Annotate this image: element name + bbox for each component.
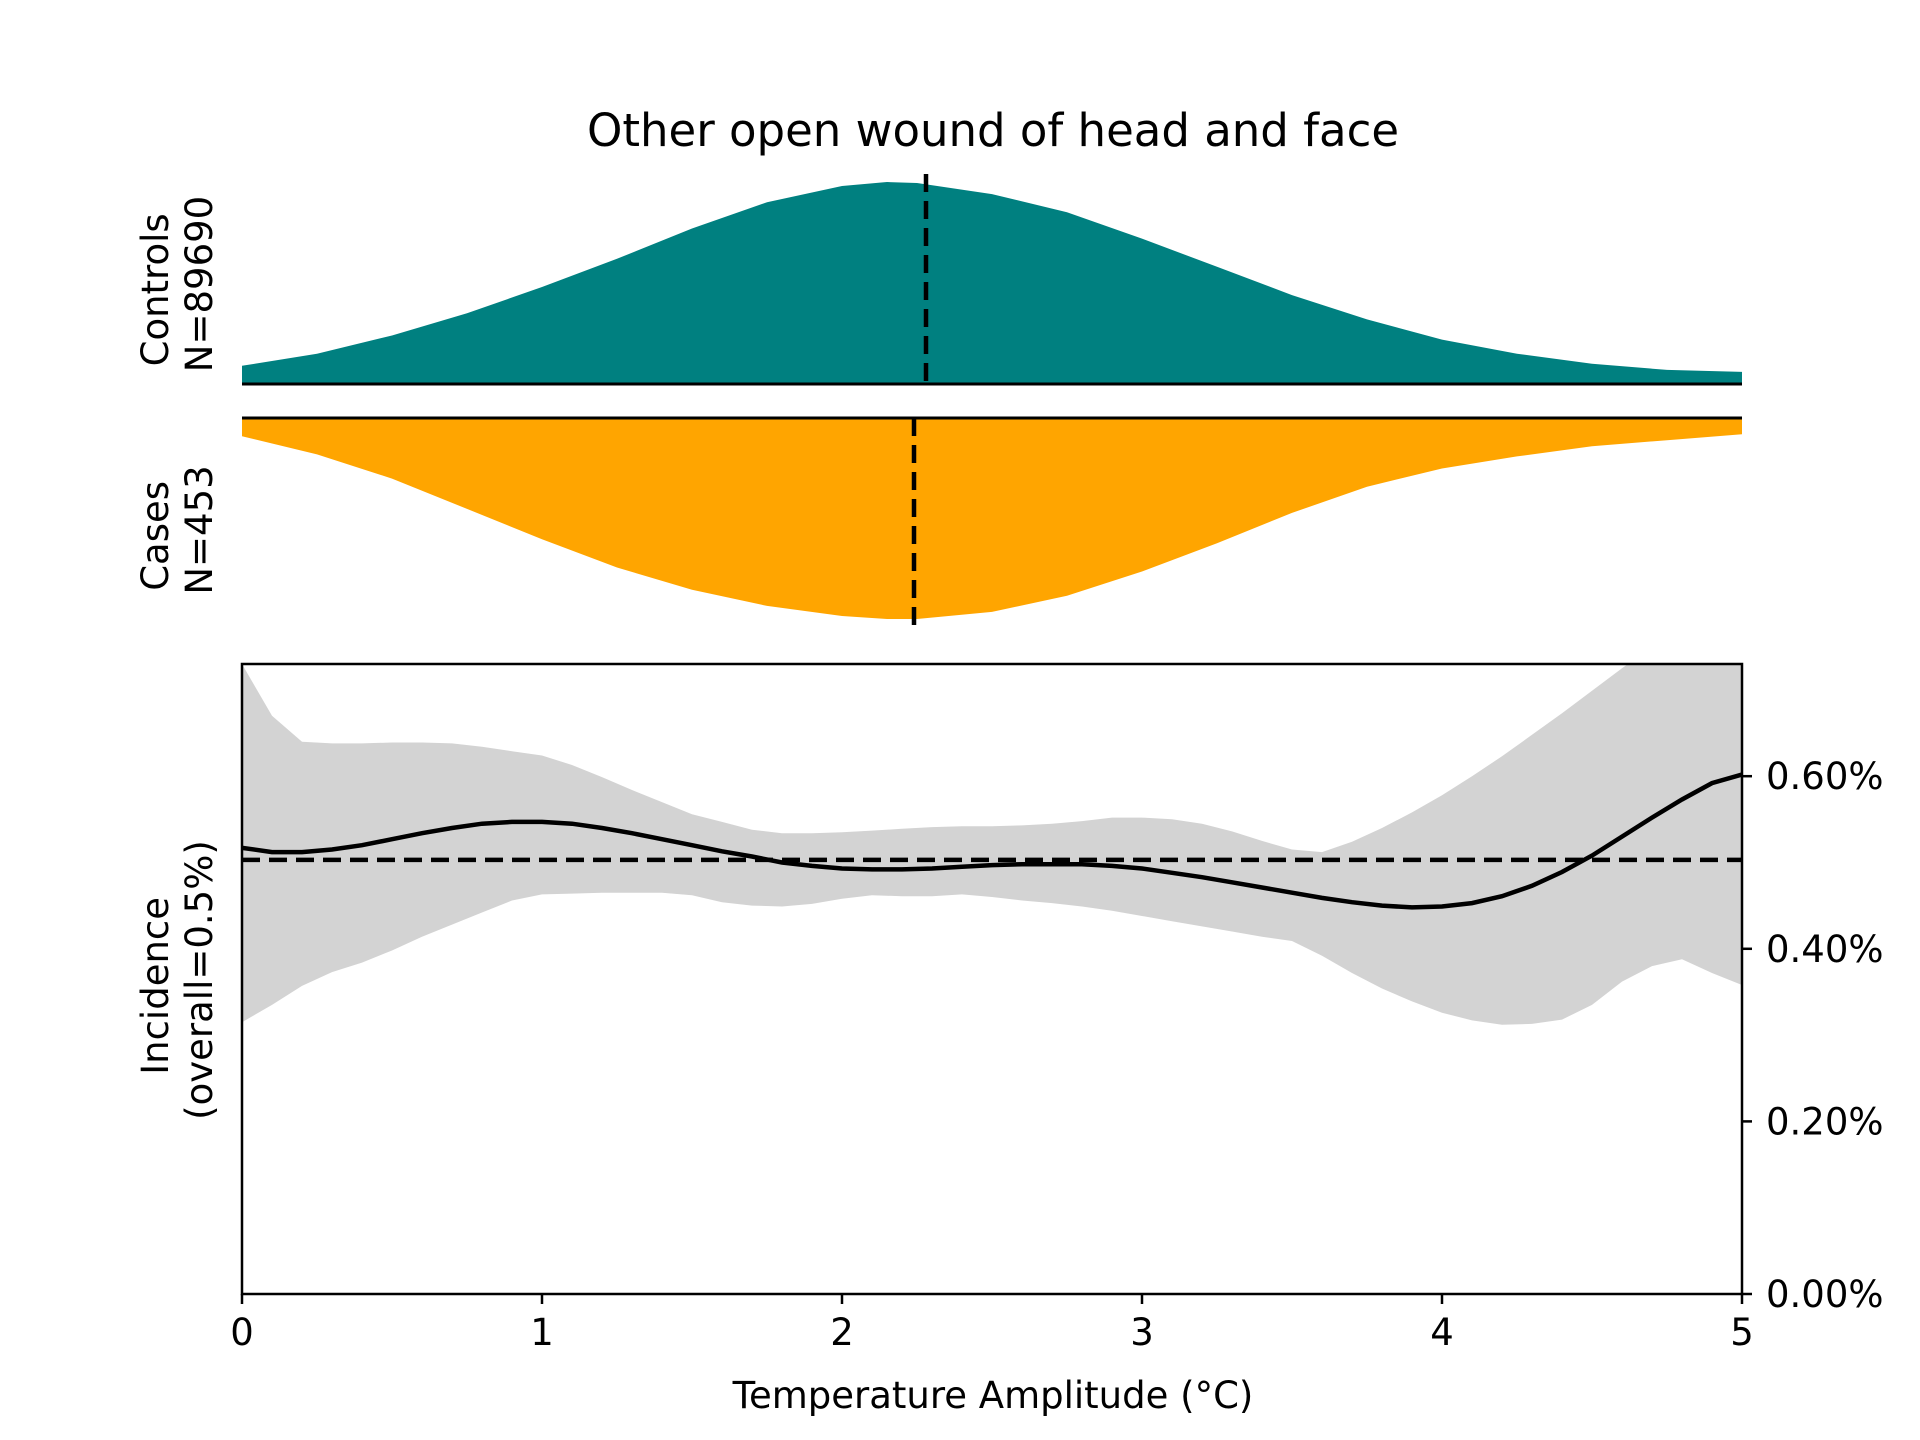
incidence-confidence-band <box>242 664 1742 1025</box>
x-tick-label: 4 <box>1430 1311 1454 1354</box>
cases-label: Cases N=453 <box>134 465 221 594</box>
y-tick-label: 0.00% <box>1766 1273 1884 1316</box>
y-axis-ticks: 0.00% 0.20% 0.40% 0.60% <box>1742 755 1884 1316</box>
controls-density-area <box>242 182 1742 384</box>
x-tick-label: 0 <box>230 1311 254 1354</box>
controls-label-line2: N=89690 <box>178 196 221 372</box>
cases-label-line1: Cases <box>134 481 177 591</box>
x-axis-ticks: 0 1 2 3 4 5 <box>230 1294 1754 1354</box>
y-tick-label: 0.60% <box>1766 755 1884 798</box>
incidence-panel: 0 1 2 3 4 5 0.00% 0.20% 0.40% 0.60% Incidence (o… <box>134 662 1884 1417</box>
incidence-line <box>242 772 1742 910</box>
incidence-ylabel-line2: (overall=0.5%) <box>178 840 221 1120</box>
incidence-ylabel: Incidence (overall=0.5%) <box>134 840 221 1120</box>
incidence-axes-frame <box>240 662 1744 1296</box>
chart-title: Other open wound of head and face <box>587 104 1399 157</box>
x-axis-label: Temperature Amplitude (°C) <box>732 1374 1254 1417</box>
cases-density-area <box>242 418 1742 619</box>
incidence-ylabel-line1: Incidence <box>134 897 177 1075</box>
controls-density-panel: Controls N=89690 <box>134 174 1742 386</box>
x-tick-label: 3 <box>1130 1311 1154 1354</box>
controls-label-line1: Controls <box>134 213 177 366</box>
x-tick-label: 1 <box>530 1311 554 1354</box>
cases-label-line2: N=453 <box>178 465 221 594</box>
controls-label: Controls N=89690 <box>134 196 221 372</box>
cases-density-panel: Cases N=453 <box>134 416 1742 628</box>
y-tick-label: 0.20% <box>1766 1100 1884 1143</box>
x-tick-label: 2 <box>830 1311 854 1354</box>
x-tick-label: 5 <box>1730 1311 1754 1354</box>
y-tick-label: 0.40% <box>1766 928 1884 971</box>
